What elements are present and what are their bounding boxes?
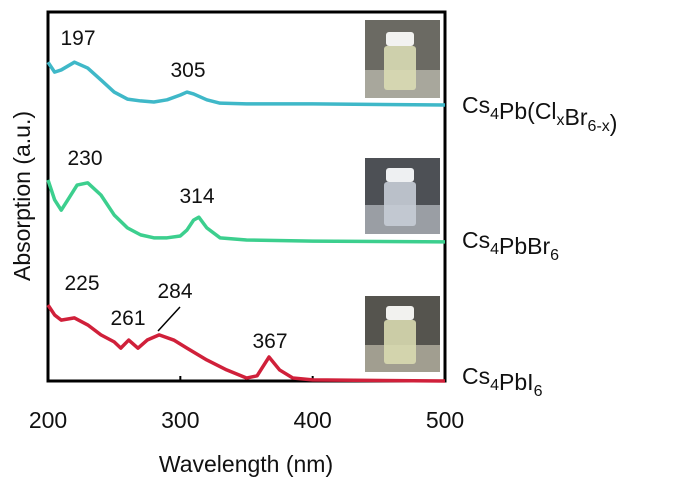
legend-label-part: )	[610, 110, 618, 136]
plot-frame	[46, 10, 447, 383]
spectrum-line	[46, 179, 446, 244]
spectrum-line	[46, 60, 446, 107]
x-tick-label: 200	[29, 407, 67, 433]
legend-label-part: x	[557, 112, 565, 129]
x-axis-label: Wavelength (nm)	[159, 451, 333, 477]
x-tick-label: 300	[161, 407, 199, 433]
peak-label: 305	[170, 59, 205, 82]
x-tick-label: 500	[426, 407, 464, 433]
vial-photo	[365, 20, 440, 98]
leader-line	[157, 306, 181, 332]
peak-label: 261	[110, 307, 145, 330]
legend-label: Cs4PbI6	[462, 363, 543, 400]
legend-label-part: Cs	[462, 363, 490, 389]
legend-label-part: Cs	[462, 227, 490, 253]
vial-photo	[365, 158, 440, 234]
peak-label: 314	[179, 185, 214, 208]
vial-photo	[365, 296, 440, 372]
legend-label-part: Pb(Cl	[499, 98, 557, 124]
legend-label-part: 6-x	[588, 118, 610, 135]
legend-label: Cs4Pb(ClxBr6-x)	[462, 92, 617, 136]
legend-label-part: PbBr	[499, 233, 550, 259]
legend-label-part: 4	[490, 377, 499, 394]
legend-label-part: 4	[490, 106, 499, 123]
peak-label: 230	[67, 147, 102, 170]
legend-label-part: 4	[490, 241, 499, 258]
legend-label-part: Br	[565, 104, 588, 130]
peak-label: 284	[157, 280, 192, 303]
legend-label-part: 6	[550, 247, 559, 264]
peak-label: 225	[64, 272, 99, 295]
legend-label-part: 6	[534, 383, 543, 400]
spectrum-line	[46, 304, 446, 383]
y-axis-label: Absorption (a.u.)	[9, 111, 35, 281]
legend-label: Cs4PbBr6	[462, 227, 559, 264]
x-tick-label: 400	[293, 407, 331, 433]
legend-label-part: Cs	[462, 92, 490, 118]
peak-label: 197	[60, 27, 95, 50]
legend-label-part: PbI	[499, 369, 534, 395]
peak-label: 367	[252, 330, 287, 353]
